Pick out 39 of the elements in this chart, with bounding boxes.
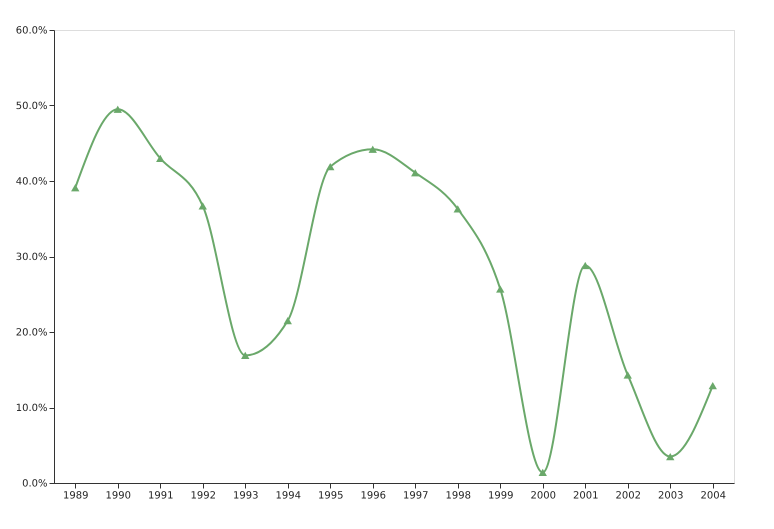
y-tick-label: 20.0% xyxy=(16,328,48,338)
point xyxy=(581,262,590,270)
point xyxy=(241,352,250,360)
x-tick-label: 2003 xyxy=(658,490,684,502)
point xyxy=(71,184,80,192)
x-tick-label: 1992 xyxy=(190,490,216,502)
y-tick-label: 40.0% xyxy=(16,176,48,188)
x-tick-label: 2002 xyxy=(616,490,641,502)
y-tick-label: 0.0% xyxy=(22,478,48,490)
x-tick-label: 2004 xyxy=(700,490,726,502)
x-tick-label: 2000 xyxy=(530,490,556,502)
x-tick-label: 1990 xyxy=(106,490,131,502)
point xyxy=(538,468,547,476)
x-tick-label: 1989 xyxy=(63,490,88,502)
point xyxy=(284,317,292,324)
x-tick-label: 1995 xyxy=(318,490,344,502)
y-tick-label: 60.0% xyxy=(16,26,48,36)
point xyxy=(411,169,420,176)
x-tick-label: 1994 xyxy=(276,490,301,502)
point xyxy=(708,382,717,390)
y-tick-label: 30.0% xyxy=(16,252,48,263)
point xyxy=(496,285,504,293)
y-tick-label: 50.0% xyxy=(16,101,48,112)
point xyxy=(624,371,632,379)
point xyxy=(156,154,164,162)
x-tick-label: 1991 xyxy=(148,490,174,502)
point xyxy=(114,106,122,113)
point xyxy=(368,146,377,153)
point xyxy=(454,205,462,213)
x-tick-label: 1999 xyxy=(488,490,514,502)
x-tick-label: 1998 xyxy=(446,490,471,502)
x-tick-label: 1993 xyxy=(233,490,258,502)
x-tick-label: 1996 xyxy=(360,490,386,502)
point xyxy=(198,202,207,210)
x-tick-label: 1997 xyxy=(403,490,428,502)
x-tick-label: 2001 xyxy=(573,490,598,502)
y-tick-label: 10.0% xyxy=(16,403,48,414)
point xyxy=(666,452,674,460)
point xyxy=(326,163,334,170)
